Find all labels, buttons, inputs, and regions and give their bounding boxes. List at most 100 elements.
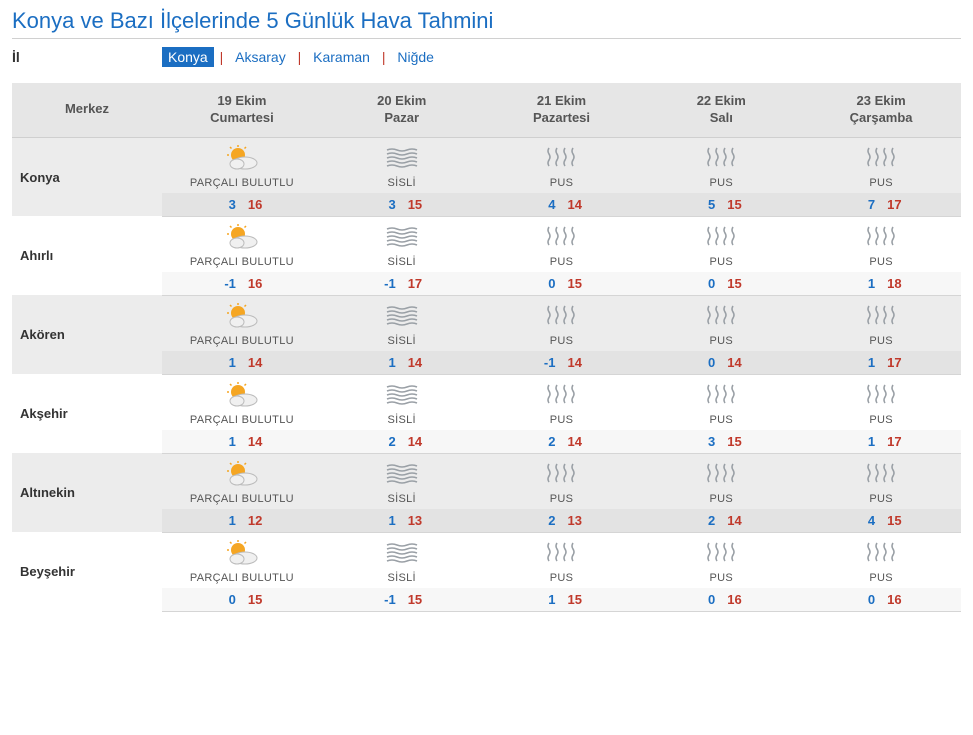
condition-label: PUS	[482, 256, 642, 272]
weather-icon-cell	[801, 216, 961, 256]
condition-label: PUS	[801, 177, 961, 193]
table-header-row: Merkez 19 EkimCumartesi 20 EkimPazar 21 …	[12, 83, 961, 137]
col-day-3: 22 EkimSalı	[641, 83, 801, 137]
location-name[interactable]: Konya	[12, 137, 162, 216]
haze-icon	[863, 303, 899, 329]
haze-icon	[863, 224, 899, 250]
temp-max: 16	[248, 197, 274, 212]
location-name[interactable]: Ahırlı	[12, 216, 162, 295]
table-row: Akşehir	[12, 374, 961, 414]
condition-label: PUS	[482, 335, 642, 351]
temperature-cell: 016	[801, 588, 961, 612]
haze-icon	[543, 540, 579, 566]
forecast-table: Merkez 19 EkimCumartesi 20 EkimPazar 21 …	[12, 83, 961, 612]
temp-max: 12	[248, 513, 274, 528]
temp-min: 2	[529, 434, 555, 449]
haze-icon	[543, 382, 579, 408]
temperature-cell: 415	[801, 509, 961, 533]
temp-max: 15	[567, 276, 593, 291]
weather-icon-cell	[482, 137, 642, 177]
condition-label: PUS	[482, 572, 642, 588]
fog-icon	[384, 461, 420, 487]
condition-label: PUS	[482, 493, 642, 509]
condition-label: PUS	[482, 414, 642, 430]
weather-icon-cell	[641, 532, 801, 572]
temp-min: 1	[210, 513, 236, 528]
temperature-cell: 015	[641, 272, 801, 296]
temperature-cell: 014	[641, 351, 801, 375]
temp-min: 2	[689, 513, 715, 528]
temperature-cell: 515	[641, 193, 801, 217]
haze-icon	[863, 461, 899, 487]
temp-min: 1	[210, 434, 236, 449]
location-name[interactable]: Akşehir	[12, 374, 162, 453]
condition-label: PUS	[801, 256, 961, 272]
condition-label: SİSLİ	[322, 493, 482, 509]
haze-icon	[703, 224, 739, 250]
weather-icon-cell	[482, 453, 642, 493]
fog-icon	[384, 145, 420, 171]
temperature-cell: 114	[322, 351, 482, 375]
temp-max: 14	[408, 434, 434, 449]
haze-icon	[543, 303, 579, 329]
temp-min: 1	[370, 355, 396, 370]
condition-label: SİSLİ	[322, 256, 482, 272]
temperature-cell: 115	[482, 588, 642, 612]
partly-cloudy-icon	[223, 460, 261, 488]
condition-label: PUS	[482, 177, 642, 193]
province-link-konya[interactable]: Konya	[162, 47, 214, 67]
temperature-cell: 1 14	[162, 351, 322, 375]
weather-icon-cell	[801, 295, 961, 335]
temp-min: 1	[210, 355, 236, 370]
weather-icon-cell	[482, 374, 642, 414]
temp-max: 15	[887, 513, 913, 528]
temperature-cell: 117	[801, 430, 961, 454]
weather-icon-cell	[162, 532, 322, 572]
temperature-cell: 3 16	[162, 193, 322, 217]
fog-icon	[384, 224, 420, 250]
temperature-cell: 114	[162, 430, 322, 454]
temp-min: 3	[210, 197, 236, 212]
col-day-0: 19 EkimCumartesi	[162, 83, 322, 137]
temperature-cell: 113	[322, 509, 482, 533]
table-row: Altınekin	[12, 453, 961, 493]
haze-icon	[543, 145, 579, 171]
temp-max: 14	[567, 434, 593, 449]
condition-label: PUS	[801, 414, 961, 430]
condition-label: PUS	[801, 493, 961, 509]
location-name[interactable]: Akören	[12, 295, 162, 374]
weather-icon-cell	[641, 295, 801, 335]
weather-icon-cell	[801, 453, 961, 493]
province-link-karaman[interactable]: Karaman	[307, 47, 376, 67]
location-name[interactable]: Altınekin	[12, 453, 162, 532]
province-link-aksaray[interactable]: Aksaray	[229, 47, 292, 67]
condition-label: PUS	[641, 256, 801, 272]
temp-max: 15	[727, 197, 753, 212]
separator: |	[296, 49, 304, 65]
condition-label: PUS	[641, 177, 801, 193]
fog-icon	[384, 382, 420, 408]
weather-icon-cell	[322, 532, 482, 572]
fog-icon	[384, 540, 420, 566]
haze-icon	[703, 540, 739, 566]
condition-label: PARÇALI BULUTLU	[162, 256, 322, 272]
province-selector: İl Konya | Aksaray | Karaman | Niğde	[12, 43, 961, 83]
col-day-2: 21 EkimPazartesi	[482, 83, 642, 137]
location-name[interactable]: Beyşehir	[12, 532, 162, 611]
temp-min: 1	[849, 276, 875, 291]
province-links: Konya | Aksaray | Karaman | Niğde	[162, 49, 440, 65]
temperature-cell: -114	[482, 351, 642, 375]
weather-icon-cell	[162, 137, 322, 177]
condition-label: PUS	[641, 335, 801, 351]
temp-max: 14	[248, 355, 274, 370]
temp-min: 3	[689, 434, 715, 449]
weather-icon-cell	[641, 216, 801, 256]
condition-label: SİSLİ	[322, 335, 482, 351]
temp-min: 0	[689, 592, 715, 607]
temperature-cell: 414	[482, 193, 642, 217]
province-link-niğde[interactable]: Niğde	[391, 47, 440, 67]
temperature-cell: -115	[322, 588, 482, 612]
haze-icon	[543, 461, 579, 487]
table-row: Akören	[12, 295, 961, 335]
temp-min: -1	[370, 592, 396, 607]
